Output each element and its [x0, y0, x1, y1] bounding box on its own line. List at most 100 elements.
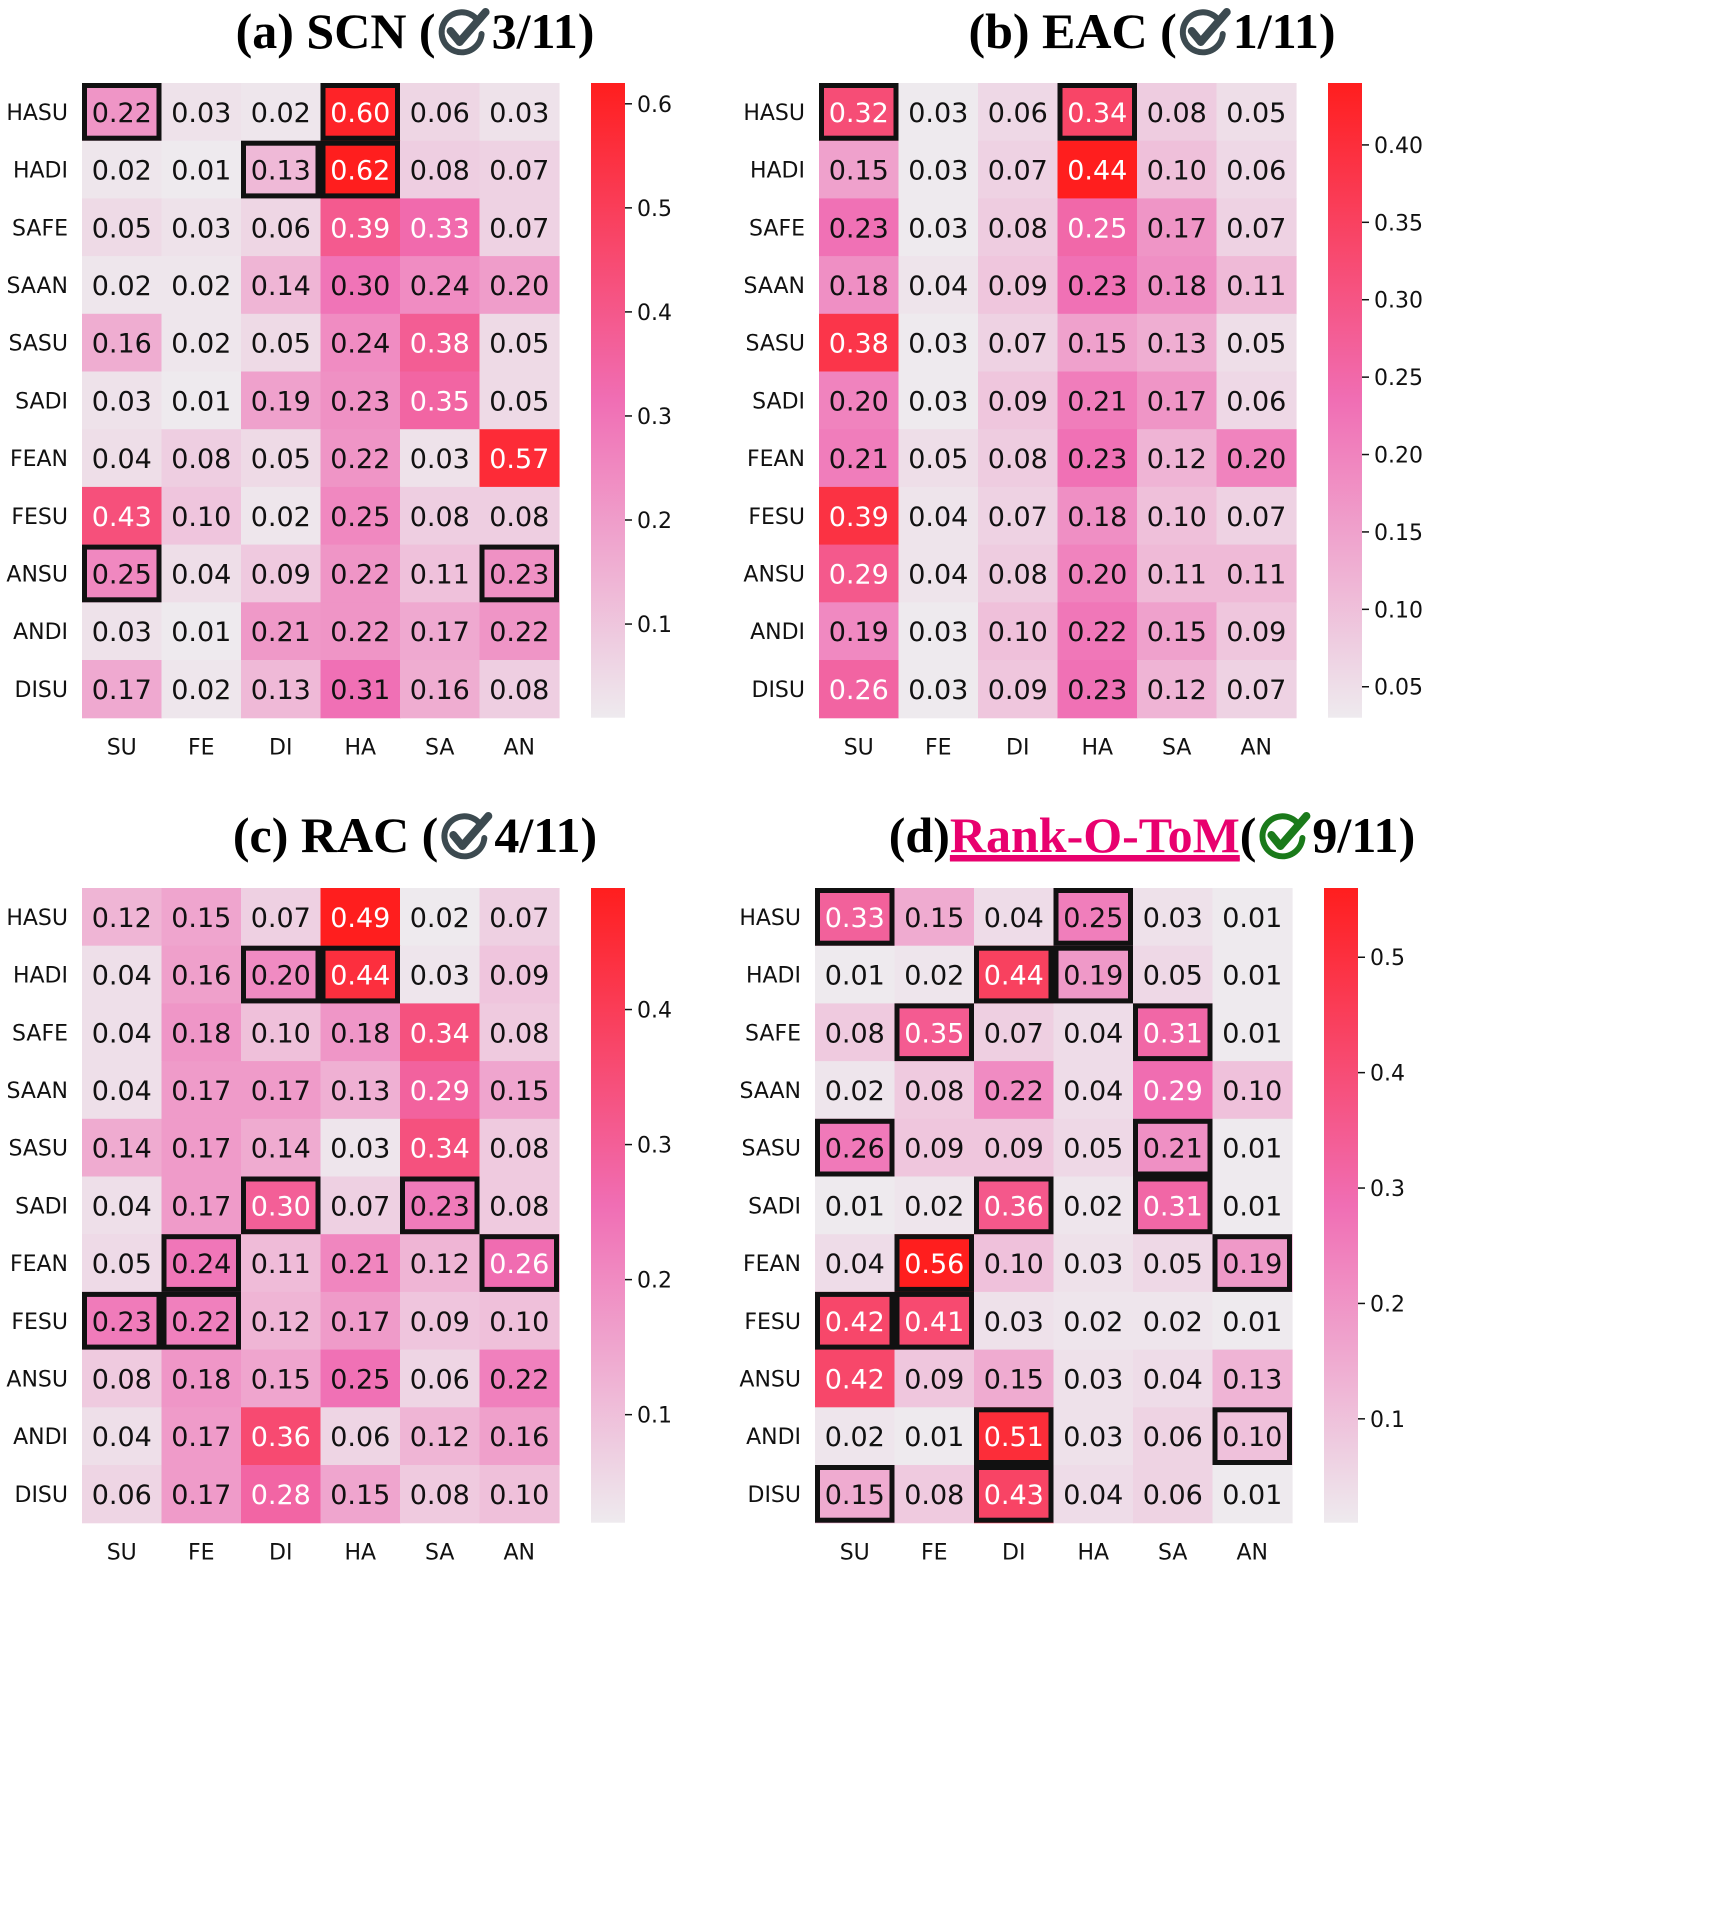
heatmap-cell [815, 888, 896, 947]
heatmap-cell [1133, 888, 1214, 947]
cell-value: 0.15 [251, 1364, 311, 1395]
cell-value: 0.05 [251, 444, 311, 475]
heatmap-cell [1137, 371, 1218, 430]
highlight-box [1057, 83, 1137, 141]
heatmap-cell [978, 602, 1059, 661]
heatmap-cell [82, 371, 163, 430]
column-label: FE [925, 736, 952, 761]
heatmap-cells [82, 888, 560, 1524]
heatmap-cell [1216, 544, 1297, 603]
heatmap-cell [894, 1061, 975, 1120]
heatmap-cell [1216, 660, 1297, 719]
cell-value: 0.08 [988, 213, 1048, 244]
cell-value: 0.60 [330, 98, 390, 129]
row-label: ANDI [13, 620, 68, 645]
highlight-box [161, 1234, 241, 1292]
heatmap-cell [320, 945, 401, 1004]
heatmap-cell [82, 486, 163, 546]
cell-value: 0.22 [489, 1364, 549, 1395]
cell-value: 0.18 [1067, 502, 1127, 533]
cell-value: 0.01 [825, 961, 885, 992]
heatmap-cell [241, 1291, 322, 1351]
cell-value: 0.03 [410, 444, 470, 475]
cell-value: 0.23 [829, 213, 889, 244]
highlight-box [241, 140, 321, 199]
panel-title: (b) EAC (1/11) [968, 3, 1335, 59]
green-check-icon [1259, 812, 1311, 860]
cell-value: 0.25 [330, 1364, 390, 1395]
colorbar-tick-label: 0.1 [1370, 1408, 1405, 1433]
cell-value: 0.03 [1063, 1364, 1123, 1395]
cell-value: 0.21 [829, 444, 889, 475]
title-suffix: ) [1319, 3, 1336, 59]
cell-value: 0.05 [908, 444, 968, 475]
heatmap-cell [1137, 83, 1218, 142]
heatmap-cell [894, 1407, 975, 1466]
heatmap-cell [241, 83, 322, 142]
row-label: FEAN [10, 447, 68, 472]
heatmap-cell [819, 313, 900, 373]
cell-value: 0.03 [908, 386, 968, 417]
heatmap-cell [400, 313, 481, 373]
column-label: SU [844, 736, 874, 761]
heatmap-cell [898, 544, 979, 603]
heatmap-cell [161, 945, 242, 1004]
colorbar-tick-label: 0.15 [1374, 521, 1423, 546]
title-suffix: ) [578, 3, 595, 59]
cell-value: 0.03 [410, 961, 470, 992]
cell-value: 0.22 [92, 98, 152, 129]
cell-value: 0.01 [825, 1191, 885, 1222]
colorbar-tick-label: 0.3 [637, 405, 672, 430]
heatmap-cell [82, 1003, 163, 1062]
cell-value: 0.03 [908, 329, 968, 360]
column-label: FE [188, 736, 215, 761]
heatmap-cell [400, 198, 481, 257]
cell-value: 0.03 [984, 1307, 1044, 1338]
cell-value: 0.02 [904, 961, 964, 992]
cell-value: 0.02 [1143, 1307, 1203, 1338]
heatmap-cell [1216, 256, 1297, 315]
heatmap-cell [400, 371, 481, 430]
colorbar: 0.1 0.2 0.3 0.4 0.5 [1324, 888, 1405, 1523]
row-label: HADI [746, 964, 801, 989]
cell-value: 0.03 [330, 1134, 390, 1165]
cell-value: 0.39 [330, 213, 390, 244]
cell-value: 0.25 [1067, 213, 1127, 244]
colorbar-tick-label: 0.35 [1374, 211, 1423, 236]
cell-value: 0.13 [251, 675, 311, 706]
cell-value: 0.19 [1063, 961, 1123, 992]
cell-value: 0.18 [171, 1018, 231, 1049]
heatmap-cell [894, 945, 975, 1004]
heatmap-cell [1137, 660, 1218, 719]
cell-value: 0.31 [1143, 1191, 1203, 1222]
heatmap-cell [815, 1176, 896, 1235]
heatmap-cell [241, 1349, 322, 1408]
row-label: FESU [11, 505, 68, 530]
cell-value: 0.08 [489, 1134, 549, 1165]
column-label: SU [840, 1541, 870, 1566]
cell-value: 0.09 [1226, 617, 1286, 648]
highlight-box [320, 83, 400, 141]
cell-value: 0.02 [825, 1422, 885, 1453]
colorbar-tick-label: 0.05 [1374, 676, 1423, 701]
cell-value: 0.09 [251, 559, 311, 590]
heatmap-cell [978, 429, 1059, 488]
heatmap-cell [1057, 486, 1138, 546]
heatmap-cell [815, 1061, 896, 1120]
column-label: SA [1158, 1541, 1187, 1566]
check-circle [1179, 9, 1226, 56]
cell-value: 0.23 [92, 1307, 152, 1338]
cell-value: 0.15 [829, 156, 889, 187]
cell-value: 0.15 [1067, 329, 1127, 360]
heatmap-cell [1053, 1465, 1134, 1524]
heatmap-cell [974, 1349, 1055, 1408]
heatmap-cell [320, 429, 401, 488]
heatmap-cell [1212, 1349, 1293, 1408]
cell-value: 0.11 [1226, 559, 1286, 590]
heatmap-cell [974, 1291, 1055, 1351]
cell-value: 0.19 [1222, 1249, 1282, 1280]
cell-value: 0.07 [330, 1191, 390, 1222]
cell-value: 0.26 [825, 1134, 885, 1165]
cell-value: 0.17 [410, 617, 470, 648]
heatmap-cell [161, 256, 242, 315]
